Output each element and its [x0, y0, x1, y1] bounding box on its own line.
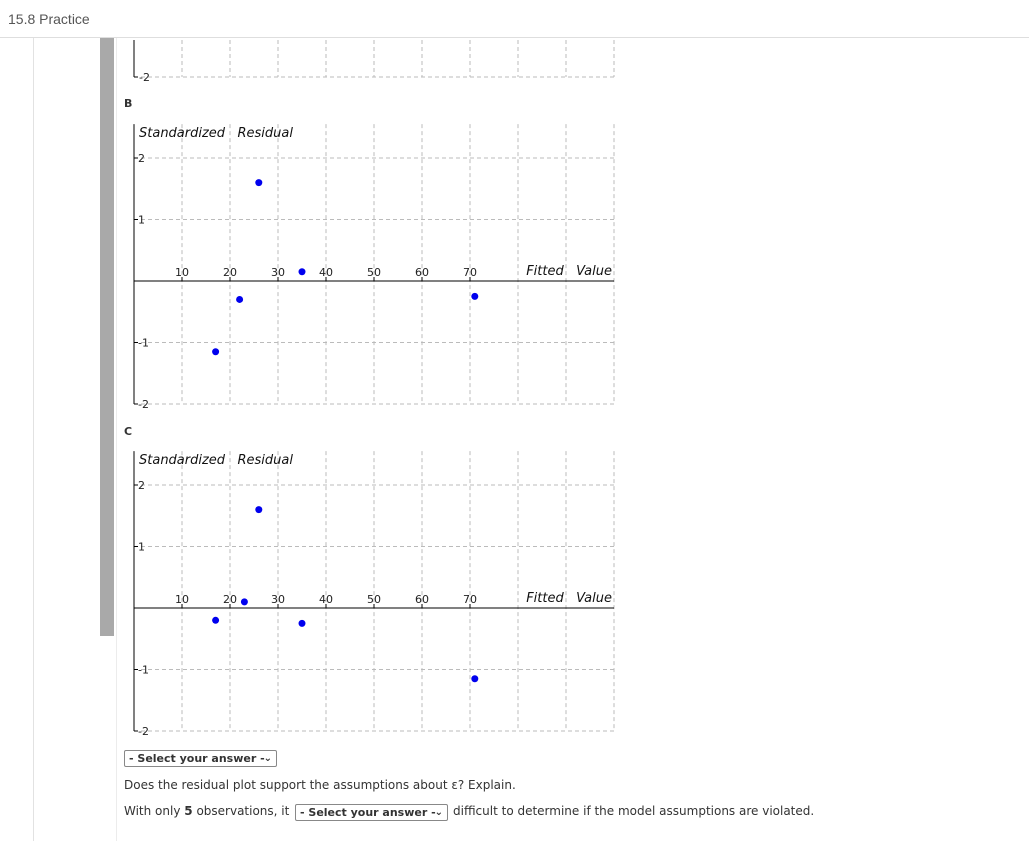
- x-tick-label: 40: [319, 266, 333, 279]
- x-tick-label: 10: [175, 266, 189, 279]
- x-tick-label: 30: [271, 593, 285, 606]
- data-point: [212, 348, 220, 356]
- y-tick-label: -2: [138, 398, 149, 411]
- y-tick-label: 2: [138, 152, 145, 165]
- chevron-down-icon: ⌄: [434, 807, 443, 818]
- answer-sentence: With only 5 observations, it: [124, 804, 289, 818]
- y-axis-label: Standardized Residual: [139, 453, 293, 468]
- left-divider: [33, 38, 34, 841]
- sentence-mid: observations, it: [192, 804, 290, 818]
- y-tick-label: -2: [138, 725, 149, 738]
- answer-select-1[interactable]: - Select your answer - ⌄: [124, 750, 277, 767]
- y-tick-label: 1: [138, 214, 145, 227]
- data-point: [471, 675, 479, 683]
- answer-select-2-value: - Select your answer -: [300, 806, 436, 819]
- answer-select-2[interactable]: - Select your answer - ⌄: [295, 804, 448, 821]
- y-axis-label: Standardized Residual: [139, 126, 293, 141]
- x-axis-label: Fitted Value: [526, 591, 612, 606]
- page-title: 15.8 Practice: [8, 11, 90, 27]
- page-header: 15.8 Practice: [0, 0, 1029, 38]
- chevron-down-icon: ⌄: [263, 753, 272, 764]
- x-tick-label: 70: [463, 266, 477, 279]
- y-tick-label: 1: [138, 541, 145, 554]
- sentence-start: With only: [124, 804, 185, 818]
- x-axis-label: Fitted Value: [526, 264, 612, 279]
- chart-top-partial: -2: [133, 40, 615, 84]
- vertical-scrollbar-thumb[interactable]: [100, 38, 114, 636]
- x-tick-label: 70: [463, 593, 477, 606]
- data-point: [255, 506, 263, 514]
- answer-select-1-value: - Select your answer -: [129, 752, 265, 765]
- data-point: [298, 619, 306, 627]
- sentence-end: difficult to determine if the model assu…: [453, 804, 815, 818]
- x-tick-label: 40: [319, 593, 333, 606]
- x-tick-label: 50: [367, 593, 381, 606]
- chart-c: 2 1 -1 -2 10 20 30 40 50 60 70 Standardized Residua…: [133, 451, 615, 738]
- x-tick-label: 20: [223, 266, 237, 279]
- x-tick-label: 50: [367, 266, 381, 279]
- x-tick-label: 10: [175, 593, 189, 606]
- y-tick-label: -2: [139, 71, 150, 84]
- observation-count: 5: [184, 804, 193, 818]
- chart-b: 2 1 -1 -2 10 20 30 40 50 60 70 Standardized Residua…: [133, 124, 615, 411]
- data-point: [298, 268, 306, 276]
- data-point: [255, 179, 263, 187]
- x-tick-label: 30: [271, 266, 285, 279]
- data-point: [240, 598, 248, 606]
- section-label-b: B: [124, 97, 133, 110]
- question-text: Does the residual plot support the assum…: [124, 778, 516, 792]
- content-divider: [116, 38, 117, 841]
- x-tick-label: 20: [223, 593, 237, 606]
- y-tick-label: -1: [138, 337, 149, 350]
- x-tick-label: 60: [415, 266, 429, 279]
- data-point: [471, 292, 479, 300]
- x-tick-label: 60: [415, 593, 429, 606]
- y-tick-label: 2: [138, 479, 145, 492]
- data-point: [212, 616, 220, 624]
- data-point: [236, 295, 244, 303]
- y-tick-label: -1: [138, 664, 149, 677]
- section-label-c: C: [124, 425, 133, 438]
